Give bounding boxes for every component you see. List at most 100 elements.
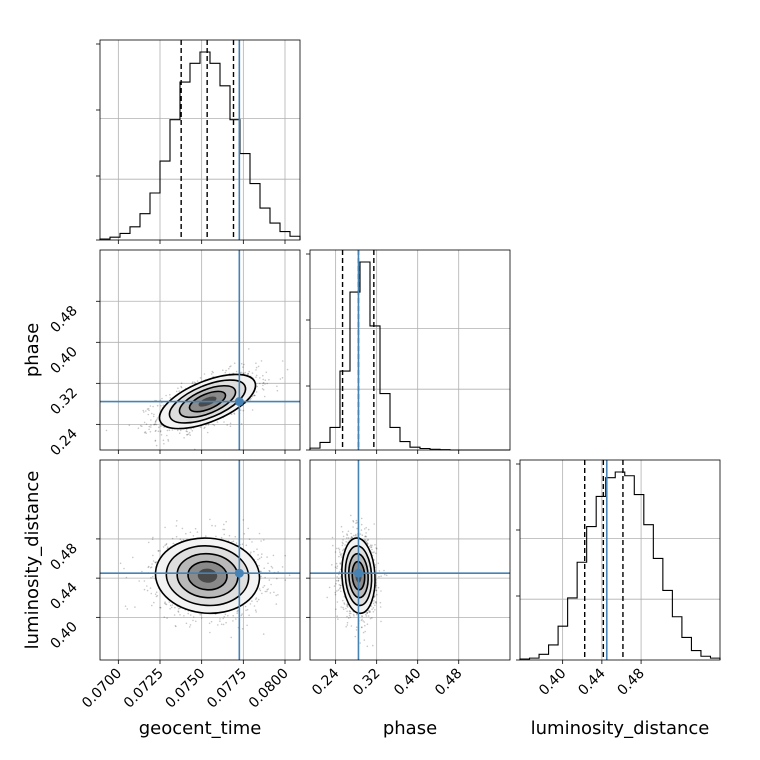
sample-point bbox=[338, 555, 340, 558]
sample-point bbox=[377, 562, 380, 565]
sample-point bbox=[241, 628, 244, 630]
sample-point bbox=[126, 452, 128, 454]
sample-point bbox=[356, 527, 358, 530]
sample-point bbox=[228, 534, 231, 537]
sample-point bbox=[352, 613, 355, 616]
sample-point bbox=[199, 426, 202, 429]
sample-point bbox=[370, 605, 373, 607]
histogram-line-luminosity_distance bbox=[519, 471, 721, 660]
sample-point bbox=[354, 534, 357, 537]
sample-point bbox=[143, 588, 146, 591]
sample-point bbox=[155, 595, 158, 598]
sample-point bbox=[178, 390, 180, 392]
x-axis-label-geocent_time: geocent_time bbox=[139, 718, 262, 739]
sample-point bbox=[352, 520, 355, 523]
axis-labels: geocent_time phase luminosity_distancephas… bbox=[22, 323, 709, 739]
sample-point bbox=[191, 382, 194, 385]
sample-point bbox=[213, 424, 216, 427]
sample-point bbox=[355, 522, 357, 524]
sample-point bbox=[222, 623, 225, 626]
sample-point bbox=[192, 381, 194, 383]
sample-point bbox=[126, 608, 129, 610]
sample-point bbox=[340, 606, 343, 608]
sample-point bbox=[209, 631, 211, 634]
sample-point bbox=[176, 520, 178, 522]
sample-point bbox=[147, 566, 149, 569]
sample-point bbox=[160, 405, 162, 407]
sample-point bbox=[338, 584, 341, 586]
sample-point bbox=[177, 611, 180, 613]
sample-point bbox=[188, 431, 191, 434]
sample-point bbox=[233, 413, 236, 415]
sample-point bbox=[230, 413, 233, 416]
sample-point bbox=[336, 565, 339, 567]
sample-point bbox=[259, 377, 261, 379]
sample-point bbox=[237, 609, 239, 612]
sample-point bbox=[348, 614, 351, 617]
sample-point bbox=[361, 615, 364, 618]
sample-point bbox=[281, 566, 284, 568]
sample-point bbox=[263, 567, 266, 569]
sample-point bbox=[182, 539, 185, 541]
sample-point bbox=[192, 535, 195, 537]
sample-point bbox=[234, 535, 237, 538]
sample-point bbox=[339, 587, 341, 590]
sample-point bbox=[151, 412, 153, 415]
sample-point bbox=[346, 624, 349, 626]
sample-point bbox=[168, 461, 170, 463]
sample-point bbox=[266, 589, 269, 591]
sample-point bbox=[242, 409, 245, 412]
sample-point bbox=[281, 360, 284, 362]
sample-point bbox=[138, 580, 140, 582]
sample-point bbox=[164, 544, 166, 547]
sample-point bbox=[350, 625, 353, 627]
sample-point bbox=[374, 609, 376, 611]
sample-point bbox=[360, 523, 363, 526]
sample-point bbox=[373, 600, 375, 602]
sample-point bbox=[373, 551, 375, 553]
sample-point bbox=[200, 617, 203, 619]
sample-point bbox=[255, 376, 257, 379]
histogram-panel-luminosity_distance bbox=[516, 459, 721, 664]
sample-point bbox=[372, 551, 374, 554]
sample-point bbox=[342, 535, 345, 538]
sample-point bbox=[340, 525, 343, 528]
sample-point bbox=[180, 385, 182, 388]
sample-point bbox=[264, 576, 266, 579]
density-panel-phase-luminosity_distance bbox=[306, 459, 511, 664]
sample-point bbox=[183, 437, 185, 439]
sample-point bbox=[344, 544, 346, 546]
sample-point bbox=[262, 374, 264, 377]
sample-point bbox=[262, 382, 264, 385]
sample-point bbox=[332, 544, 334, 547]
sample-point bbox=[270, 583, 272, 586]
sample-point bbox=[362, 620, 364, 622]
sample-point bbox=[164, 603, 167, 605]
sample-point bbox=[154, 561, 157, 564]
sample-point bbox=[343, 603, 346, 605]
sample-point bbox=[279, 378, 282, 380]
sample-point bbox=[223, 523, 225, 526]
sample-point bbox=[336, 547, 338, 550]
sample-point bbox=[353, 615, 355, 617]
sample-point bbox=[124, 605, 127, 607]
sample-point bbox=[372, 607, 375, 609]
sample-point bbox=[227, 614, 229, 617]
sample-point bbox=[178, 432, 181, 435]
sample-point bbox=[142, 409, 144, 412]
sample-point bbox=[365, 613, 367, 616]
sample-point bbox=[360, 517, 363, 520]
sample-point bbox=[250, 551, 252, 553]
sample-point bbox=[263, 584, 266, 587]
sample-point bbox=[139, 424, 142, 427]
sample-point bbox=[339, 562, 342, 564]
sample-point bbox=[261, 553, 263, 555]
sample-point bbox=[235, 542, 238, 544]
sample-point bbox=[284, 554, 287, 557]
sample-point bbox=[337, 577, 340, 580]
sample-point bbox=[276, 389, 279, 392]
sample-point bbox=[275, 594, 278, 597]
truth-marker-1 bbox=[234, 568, 244, 578]
